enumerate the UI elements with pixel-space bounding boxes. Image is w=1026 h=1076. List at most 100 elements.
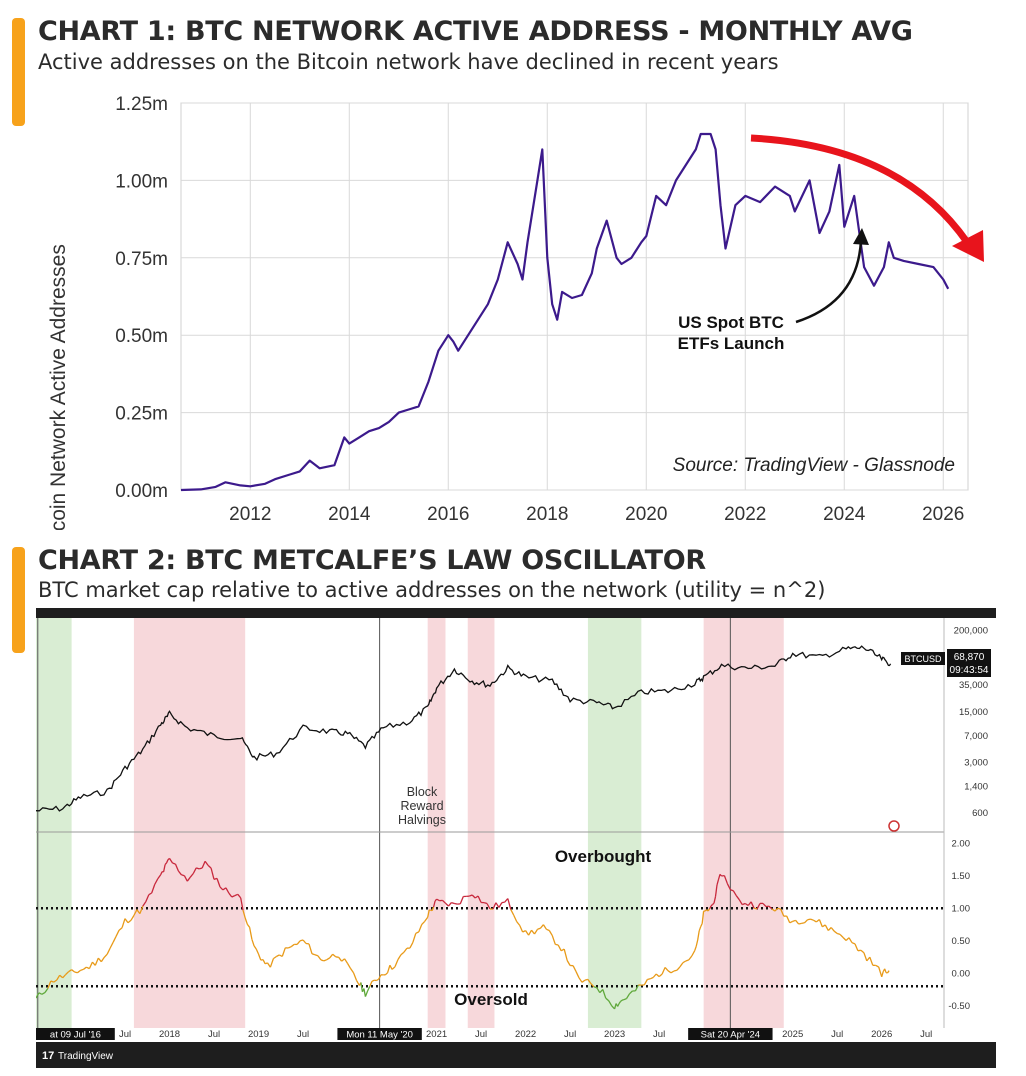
decline-arrow (750, 134, 970, 245)
oscillator-segment (810, 918, 814, 921)
time-axis-tick-label: Jul (564, 1029, 576, 1040)
oscillator-segment (255, 948, 260, 955)
oscillator-segment (667, 970, 672, 974)
oscillator-segment (854, 943, 859, 951)
oscillator-segment (483, 901, 488, 905)
tradingview-top-strip (36, 608, 996, 618)
oscillator-segment (649, 976, 654, 980)
oscillator-segment (204, 860, 209, 866)
oscillator-segment (53, 979, 58, 983)
oscillator-segment (136, 909, 141, 915)
oscillator-segment (363, 988, 367, 997)
oscillator-segment (492, 902, 497, 910)
oscillator-segment (539, 924, 544, 929)
oscillator-segment (780, 908, 785, 917)
oscillator-segment (314, 954, 319, 957)
oscillator-segment (658, 973, 663, 978)
oscillator-segment (688, 955, 693, 961)
oscillator-segment (620, 999, 623, 1002)
oscillator-segment (65, 971, 70, 975)
oscillator-segment (142, 901, 147, 907)
oscillator-segment (774, 907, 779, 912)
oscillator-segment (133, 909, 138, 916)
oscillator-segment (771, 908, 776, 912)
oscillator-segment (792, 919, 796, 923)
oscillator-segment (281, 947, 286, 957)
oscillator-segment (124, 918, 129, 924)
oscillator-segment (192, 867, 197, 874)
metcalfe-oscillator-chart: 200,00080,00035,00015,0007,0003,0001,400… (36, 608, 996, 1068)
oscillator-segment (442, 899, 446, 904)
halving-lines (37, 618, 731, 1028)
oscillator-segment (694, 946, 697, 951)
oscillator-segment (707, 908, 711, 912)
oscillator-segment (575, 971, 580, 979)
oscillator-segment (786, 915, 791, 924)
oscillator-segment (384, 972, 389, 976)
price-axis-tick-label: 1,400 (964, 782, 988, 793)
oscillator-segment (621, 999, 624, 1001)
overbought-zone (467, 618, 495, 1028)
oscillator-segment (112, 936, 117, 943)
oscillator-segment (394, 959, 399, 968)
oscillator-segment (290, 943, 295, 948)
oscillator-segment (308, 943, 313, 954)
oscillator-segment (623, 997, 627, 1001)
oscillator-segment (795, 919, 800, 925)
chart1-y-tick-label: 0.50m (115, 326, 168, 347)
oscillator-segment (189, 873, 194, 878)
oscillator-segment (266, 962, 271, 968)
oscillator-segment (875, 964, 880, 968)
overbought-label: Overbought (555, 847, 652, 866)
oscillator-segment (195, 867, 200, 870)
oscillator-segment (246, 924, 251, 928)
halving-date-flag (688, 1028, 773, 1040)
oscillator-segment (789, 920, 793, 924)
oscillator-segment (700, 923, 703, 927)
oscillator-segment (302, 939, 307, 944)
oscillator-segment (454, 902, 458, 905)
oscillator-segment (525, 930, 530, 936)
oscillator-segment (168, 858, 174, 864)
time-axis-tick-label: Jul (208, 1029, 220, 1040)
oscillator-segment (237, 893, 242, 899)
oscillator-segment (234, 893, 239, 897)
oscillator-segment (747, 901, 752, 906)
oscillator-segment (364, 990, 369, 997)
chart1-x-tick-label: 2012 (229, 504, 271, 525)
oscillator-segment (431, 906, 435, 911)
oscillator-segment (744, 902, 749, 907)
oscillator-segment (513, 914, 518, 922)
halving-date-flag-label: Sat 20 Apr '24 (701, 1030, 760, 1041)
oscillator-segment (177, 870, 182, 876)
oscillator-segment (695, 939, 699, 947)
oscillator-segment (403, 947, 408, 953)
oversold-label: Oversold (454, 990, 528, 1009)
oscillator-segment (157, 874, 162, 880)
oscillator-segment (56, 974, 61, 981)
oscillator-segment (713, 896, 717, 904)
oscillator-segment (522, 930, 526, 933)
time-axis-tick-label: Jul (831, 1029, 843, 1040)
oscillator-segment (673, 969, 678, 972)
price-axis-tick-label: 35,000 (959, 680, 988, 691)
oscillator-segment (118, 927, 123, 931)
oscillator-segment (352, 972, 358, 981)
chart2-subtitle: BTC market cap relative to active addres… (38, 578, 826, 602)
oscillator-segment (323, 959, 328, 962)
oscillator-segment (225, 887, 230, 894)
oscillator-axis-tick-label: -0.50 (948, 1001, 970, 1012)
oscillator-segment (629, 990, 633, 995)
time-axis-tick-label: Jul (920, 1029, 932, 1040)
chart1-x-tick-label: 2024 (823, 504, 866, 525)
oscillator-segment (741, 902, 746, 906)
oscillator-segment (201, 861, 206, 869)
oscillator-segment (459, 896, 464, 905)
chart1-y-tick-label: 1.25m (115, 94, 168, 115)
halving-label-line2: Reward (400, 799, 443, 813)
oscillator-segment (415, 931, 420, 934)
oscillator-segment (625, 993, 631, 999)
oscillator-segment (533, 928, 539, 935)
oscillator-segment (317, 955, 322, 961)
oscillator-segment (566, 960, 571, 966)
